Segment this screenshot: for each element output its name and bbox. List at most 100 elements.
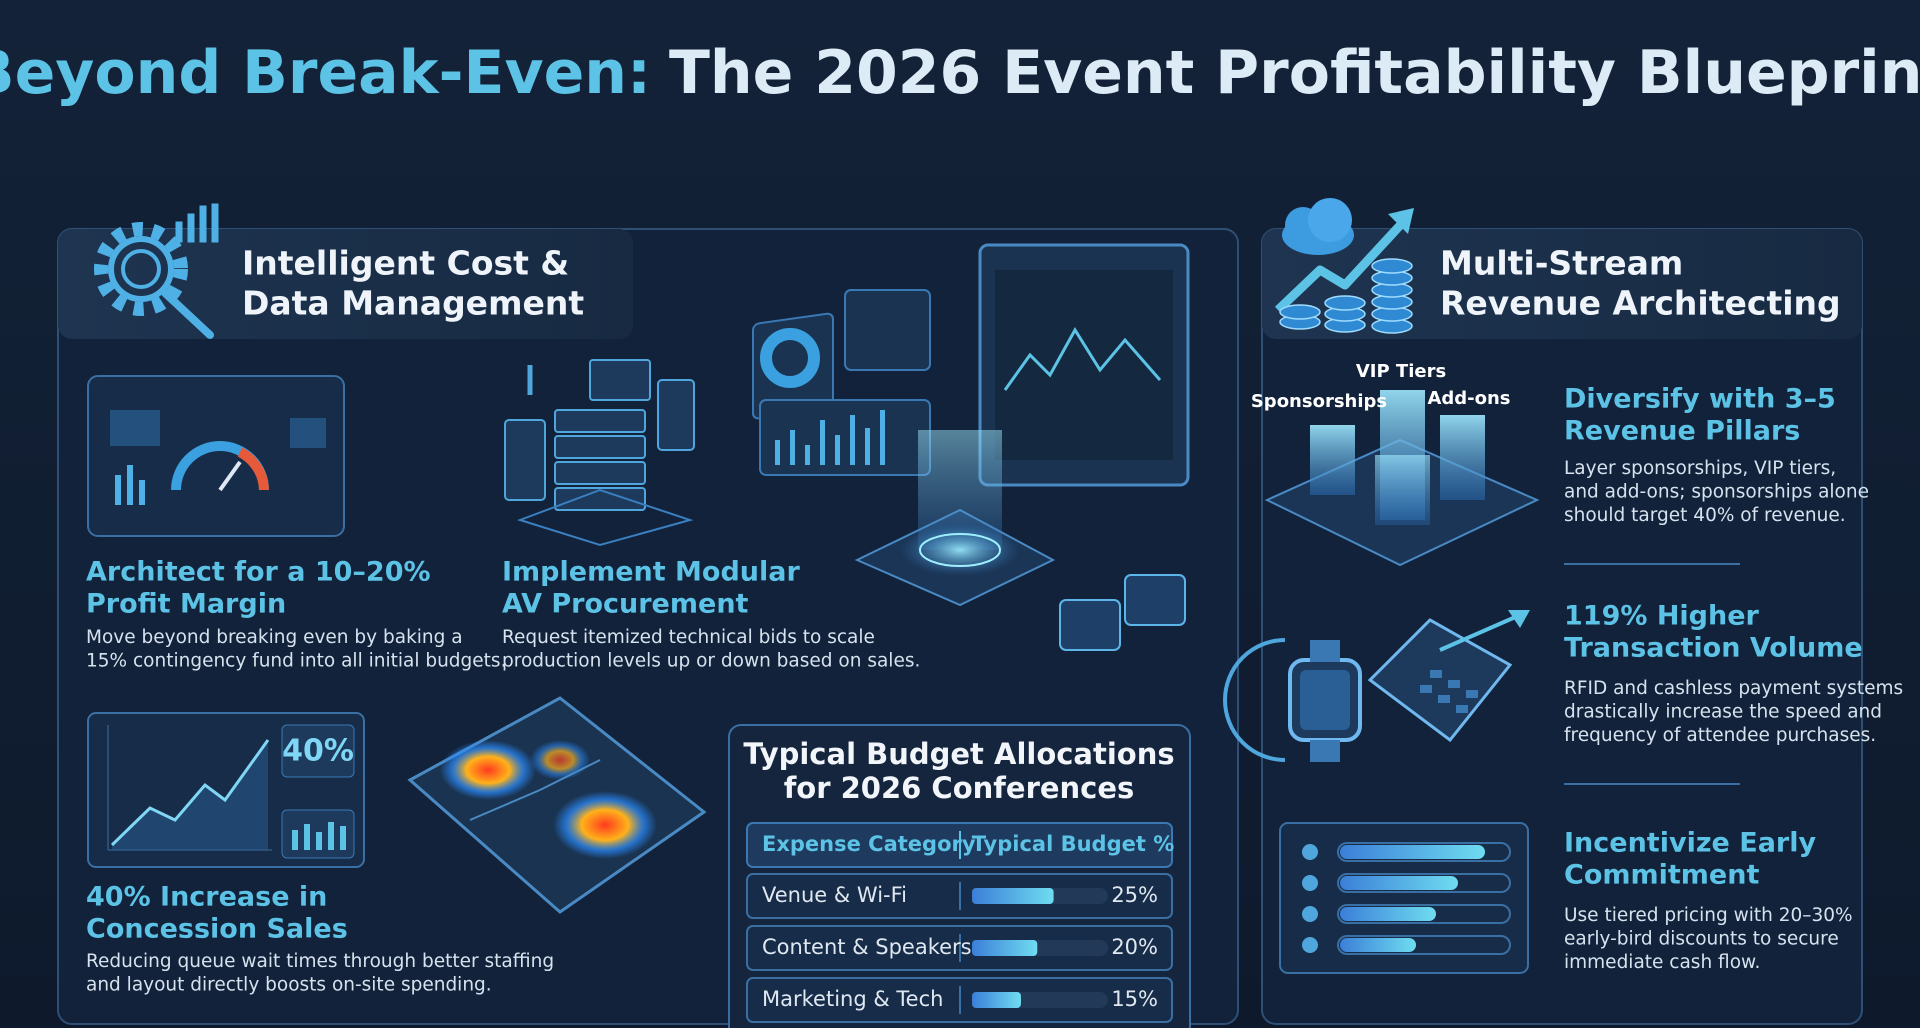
gear-icon-part	[211, 203, 219, 243]
title-highlight: Beyond Break-Even:	[0, 38, 651, 108]
central-dashboard-part	[759, 399, 931, 476]
item-heading: Transaction Volume	[1564, 633, 1863, 664]
cashless-devices	[1223, 610, 1530, 762]
row-category: Content & Speakers	[762, 935, 972, 959]
pricing-sliders-part-part	[1340, 845, 1485, 859]
growth-chart-icon-part-part	[316, 832, 322, 850]
pricing-sliders-part-part	[1302, 937, 1318, 953]
table-title: for 2026 Conferences	[784, 771, 1135, 805]
item-text: should target 40% of revenue.	[1564, 505, 1846, 526]
central-dashboard-part	[1003, 327, 1162, 391]
revenue-pillars	[1264, 390, 1540, 567]
cashless-devices-part	[1367, 618, 1513, 743]
panel-heading: Revenue Architecting	[1440, 284, 1841, 323]
item-heading: Incentivize Early	[1564, 828, 1816, 859]
pricing-sliders-part	[1337, 842, 1511, 955]
cloud-coins-icon-part	[1279, 258, 1413, 334]
central-dashboard-part-part	[835, 435, 840, 465]
heatmap-floorplan-part	[469, 759, 601, 821]
cashless-devices-part-part	[1448, 680, 1460, 688]
panel-heading: Multi-Stream	[1440, 244, 1683, 283]
item-text: immediate cash flow.	[1564, 952, 1760, 973]
cashless-devices-part-part	[1420, 685, 1432, 693]
pricing-sliders-part-part	[1337, 842, 1511, 862]
heatmap-floorplan-part	[530, 740, 590, 780]
gauge-dashboard-part	[237, 447, 269, 491]
cashless-devices-part	[1223, 638, 1286, 762]
row-category: Marketing & Tech	[762, 987, 943, 1011]
central-dashboard-part	[900, 524, 1020, 576]
gear-icon-part	[175, 221, 183, 243]
gauge-dashboard	[87, 375, 345, 537]
chart-badge: 40%	[282, 734, 354, 769]
cashless-devices-part-part	[1466, 690, 1478, 698]
title-rest: The 2026 Event Profitability Blueprint	[669, 38, 1920, 108]
cloud-coins-icon-part	[1308, 198, 1352, 242]
heatmap-floorplan	[407, 696, 707, 914]
revenue-pillars-part	[1310, 425, 1355, 495]
gear-icon-part	[161, 289, 214, 339]
heatmap-floorplan-part	[553, 791, 657, 859]
item-text: production levels up or down based on sa…	[502, 651, 920, 672]
central-dashboard-part-part	[790, 430, 795, 465]
item-text: early-bird discounts to secure	[1564, 929, 1839, 950]
gauge-dashboard-part	[115, 475, 121, 505]
central-dashboard-part-part	[1059, 599, 1121, 651]
av-server-stack-part	[516, 488, 694, 547]
pricing-sliders-part-part	[1340, 876, 1458, 890]
pricing-sliders-part-part	[1340, 938, 1416, 952]
item-text: Layer sponsorships, VIP tiers,	[1564, 458, 1836, 479]
central-dashboard-part	[775, 410, 885, 465]
cost-panel-part	[58, 229, 633, 339]
gear-icon-part	[108, 236, 174, 302]
row-value: 20%	[1111, 935, 1158, 959]
item-text: drastically increase the speed and	[1564, 702, 1882, 723]
cashless-devices-part	[1310, 740, 1340, 762]
central-dashboard-part-part	[865, 428, 870, 465]
budget-bar	[972, 940, 1038, 956]
central-dashboard-part-part	[850, 415, 855, 465]
panel-heading: Data Management	[242, 284, 584, 323]
av-server-stack-part	[554, 461, 646, 485]
cashless-devices-part	[1439, 613, 1521, 652]
row-value: 25%	[1111, 883, 1158, 907]
growth-chart-icon-part	[281, 724, 355, 778]
central-dashboard-part	[919, 533, 1001, 567]
budget-bar	[972, 992, 1021, 1008]
cloud-coins-icon-part-part	[1324, 295, 1366, 311]
item-text: 15% contingency fund into all initial bu…	[86, 651, 506, 672]
pricing-sliders-part	[1340, 845, 1485, 952]
item-text: Use tiered pricing with 20–30%	[1564, 905, 1853, 926]
item-heading: 40% Increase in	[86, 882, 327, 913]
central-dashboard-part-part	[775, 440, 780, 465]
av-server-stack-part	[554, 435, 646, 459]
page-title: Beyond Break-Even: The 2026 Event Profita…	[0, 38, 1920, 108]
item-text: and layout directly boosts on-site spend…	[86, 975, 492, 996]
growth-chart-icon-part-part	[340, 826, 346, 850]
item-text: Move beyond breaking even by baking a	[86, 627, 463, 648]
item-text: RFID and cashless payment systems	[1564, 678, 1903, 699]
item-heading: Commitment	[1564, 860, 1759, 891]
cloud-coins-icon-part-part	[1371, 258, 1413, 274]
gear-icon-part	[187, 213, 195, 243]
central-dashboard-part-part	[820, 420, 825, 465]
growth-chart-icon-part-part	[292, 830, 298, 850]
cashless-devices-part-part	[1430, 670, 1442, 678]
revenue-pillars-part	[1375, 455, 1430, 525]
item-heading: Implement Modular	[502, 557, 800, 588]
item-text: frequency of attendee purchases.	[1564, 725, 1876, 746]
item-heading: AV Procurement	[502, 589, 749, 620]
cloud-coins-icon	[1274, 198, 1414, 334]
pricing-sliders-part-part	[1302, 906, 1318, 922]
item-text: Reducing queue wait times through better…	[86, 951, 554, 972]
item-heading: Diversify with 3–5	[1564, 384, 1836, 415]
pricing-sliders-part-part	[1337, 904, 1511, 924]
item-heading: Revenue Pillars	[1564, 416, 1800, 447]
cashless-devices-part	[1420, 670, 1478, 713]
heatmap-floorplan-part	[440, 740, 536, 800]
pricing-sliders-part	[1302, 844, 1318, 953]
item-text: Request itemized technical bids to scale	[502, 627, 875, 648]
pillar-label: VIP Tiers	[1356, 361, 1446, 382]
pricing-sliders	[1279, 822, 1529, 974]
